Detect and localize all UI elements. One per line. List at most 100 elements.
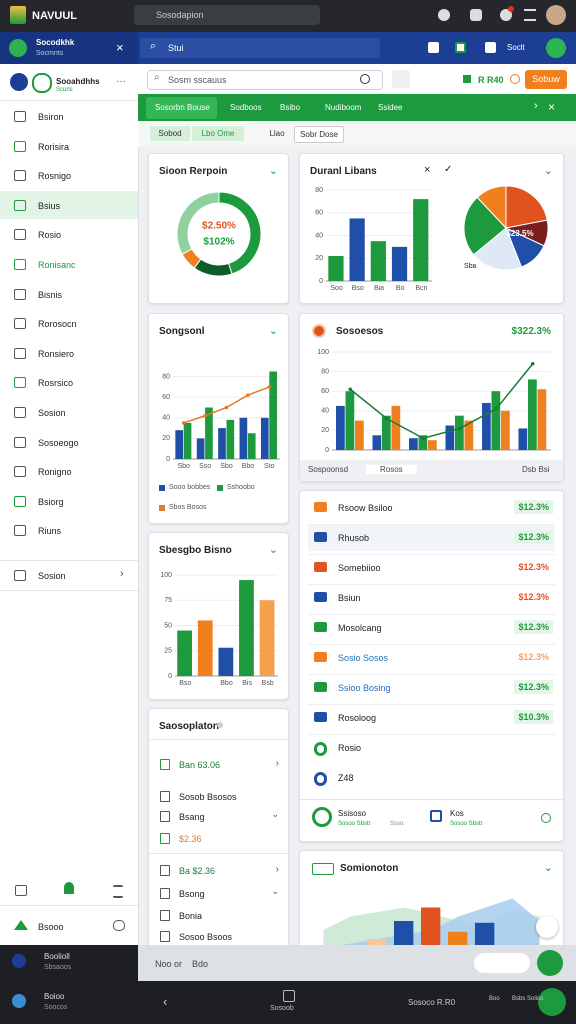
nav-item[interactable]: Rorisira [38, 141, 70, 152]
row-name[interactable]: Bsiun [338, 593, 361, 603]
row-name[interactable]: Rosoloog [338, 713, 377, 723]
nav-item[interactable]: Rosnigo [38, 171, 72, 182]
notification[interactable] [500, 9, 512, 21]
check-icon[interactable]: ✓ [444, 164, 453, 175]
account-name[interactable]: Boioo [44, 992, 65, 1001]
tab[interactable]: Bsibo [280, 103, 301, 112]
float-button[interactable] [536, 916, 558, 938]
bar [345, 391, 355, 450]
slice [218, 191, 262, 275]
nav-item[interactable]: Rorosocn [38, 319, 77, 330]
card: Sbesgbo Bisno ⌄ 0 25 50 75 100 Bso Bbo Bis Bsb [148, 532, 289, 700]
bottom-button[interactable] [538, 988, 566, 1016]
row-name[interactable]: Somebiioo [338, 563, 381, 573]
subtab[interactable]: Llao [269, 129, 285, 138]
tab-close[interactable]: × [548, 100, 556, 114]
row-text[interactable]: Bsang [179, 812, 205, 822]
row-text[interactable]: Ba $2.36 [179, 866, 216, 876]
nav-item[interactable]: Bsiron [38, 112, 64, 122]
chevron[interactable]: ⌄ [268, 325, 278, 337]
icon[interactable] [360, 74, 370, 84]
tab[interactable]: Sosorbn Bouse [155, 103, 210, 112]
bottom-item[interactable]: Boo [489, 996, 500, 1002]
back-button[interactable]: ‹ [163, 994, 168, 1009]
icon-button[interactable] [392, 70, 410, 88]
icon[interactable] [113, 920, 125, 931]
header-search[interactable] [140, 38, 380, 58]
chevron[interactable]: ⌄ [271, 886, 279, 896]
nav-item[interactable]: Rosio [38, 230, 62, 241]
bottom-center[interactable]: Sosoob [270, 1005, 294, 1012]
nav-item[interactable]: Sosoeogo [38, 437, 79, 448]
toolbar-button[interactable]: Sobuw [525, 70, 567, 89]
chevron[interactable]: ⌄ [543, 165, 553, 177]
nav-item[interactable]: Bsiorg [38, 496, 64, 507]
icon[interactable] [455, 42, 466, 53]
row-text[interactable]: Ban 63.06 [179, 760, 221, 770]
row-text[interactable]: Bsong [179, 889, 205, 899]
footer-tab[interactable]: Sospoonsd [308, 465, 349, 474]
row-name[interactable]: Rhusob [338, 533, 370, 543]
icon[interactable] [113, 885, 123, 898]
tab-arrow[interactable]: › [534, 100, 538, 112]
row-name[interactable]: Z48 [338, 773, 354, 783]
icon[interactable] [428, 42, 439, 53]
toolbar-search[interactable] [147, 70, 383, 90]
tab[interactable]: Sodboos [230, 103, 262, 112]
tab[interactable]: Ssidee [378, 103, 403, 112]
account-name[interactable]: Boolioll [44, 952, 70, 961]
fab[interactable] [537, 950, 563, 976]
chevron[interactable]: ⌄ [271, 809, 279, 819]
row-name[interactable]: Mosolcang [338, 623, 382, 633]
header-search-text: Stui [168, 43, 184, 53]
chevron[interactable]: › [275, 758, 279, 769]
sidebar-bottom-item[interactable]: Bsooo [38, 922, 64, 932]
chevron[interactable]: ⌄ [268, 165, 278, 177]
row-name[interactable]: Ssioo Bosing [338, 683, 391, 693]
user-icon[interactable] [546, 38, 566, 58]
icon[interactable] [15, 885, 27, 896]
search-box[interactable] [134, 5, 320, 25]
nav-item[interactable]: Ronsiero [38, 348, 75, 359]
nav-item[interactable]: Bsius [38, 200, 61, 211]
nav-item[interactable]: Bisnis [38, 289, 63, 300]
nav-item[interactable]: Riuns [38, 526, 62, 537]
footer-icon[interactable] [541, 813, 551, 823]
row-name[interactable]: Rosio [338, 743, 362, 753]
slice [176, 191, 220, 255]
subtab[interactable]: Sobr Dose [294, 126, 344, 143]
nav-item[interactable]: Rosrsico [38, 378, 74, 389]
footer-tab[interactable]: Dsb Bsi [522, 465, 550, 474]
avatar[interactable] [546, 5, 566, 25]
nav-item[interactable]: Ronisanc [38, 260, 76, 270]
row-text[interactable]: Sosoo Bsoos [179, 932, 233, 942]
subtab[interactable]: Sobod [150, 126, 190, 141]
toolbar-search-text: Sosm sscauus [168, 75, 227, 85]
icon-group[interactable] [474, 953, 530, 973]
more-icon[interactable]: ··· [116, 76, 126, 87]
subtab[interactable]: Lbo Ome [192, 126, 244, 141]
row-text[interactable]: Bonia [179, 911, 203, 921]
footer-tab[interactable]: Rosos [366, 465, 417, 474]
tab[interactable]: Nudiboom [325, 103, 362, 112]
row-name[interactable]: Rsoow Bsiloo [338, 503, 393, 513]
icon[interactable] [470, 9, 482, 21]
row-name[interactable]: Sosio Sosos [338, 653, 389, 663]
bottom-item[interactable]: Bsbs Solico [512, 996, 544, 1002]
chevron[interactable]: ⌄ [543, 862, 553, 874]
icon[interactable] [283, 990, 295, 1002]
icon[interactable] [438, 9, 450, 21]
menu[interactable] [524, 9, 536, 21]
close-icon[interactable]: × [424, 164, 431, 176]
row-text[interactable]: Sosob Bsosos [179, 792, 237, 802]
sidebar-section[interactable]: Sosion [38, 571, 66, 581]
close-icon[interactable]: × [116, 40, 124, 55]
icon[interactable] [64, 882, 74, 894]
icon[interactable] [485, 42, 496, 53]
nav-item[interactable]: Sosion [38, 408, 66, 418]
chevron[interactable]: ⌄ [268, 544, 278, 556]
nav-item[interactable]: Ronigno [38, 467, 72, 478]
bottom-item[interactable]: Sosoco R.R0 [408, 998, 456, 1007]
chevron[interactable]: › [275, 864, 279, 875]
row-text[interactable]: $2.36 [179, 834, 202, 844]
